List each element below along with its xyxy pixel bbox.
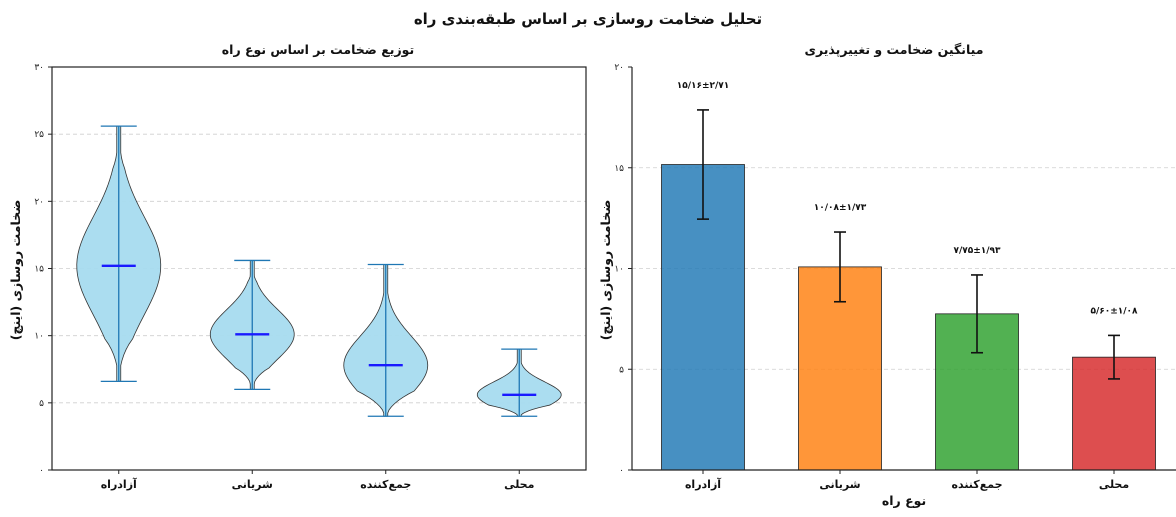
violin-y-tick-label: ۲۵	[34, 130, 44, 140]
violin-x-tick-label: جمع‌کننده	[360, 478, 411, 491]
violin-y-tick-label: ۵	[39, 399, 44, 409]
bar-y-tick-label: ۲۰	[614, 63, 624, 73]
bar-y-tick-label: ۵	[619, 365, 624, 375]
violin-y-tick-label: ۱۰	[34, 332, 44, 342]
violin-y-ticks: ۰ ۵ ۱۰ ۱۵ ۲۰ ۲۵ ۳۰	[34, 63, 52, 476]
violin-y-tick-label: ۰	[39, 466, 44, 476]
bar-value-label: ۷/۷۵±۱/۹۳	[953, 246, 1001, 256]
bar-chart-title: میانگین ضخامت و تغییرپذیری	[805, 42, 984, 57]
violin-y-tick-label: ۱۵	[34, 265, 44, 275]
violin-x-tick-label: آزادراه	[101, 477, 137, 491]
bar-y-tick-label: ۱۰	[614, 265, 624, 275]
violin-x-tick-label: شریانی	[232, 478, 273, 491]
bar-y-axis-label: ضخامت روسازی (اینچ)	[598, 200, 613, 341]
bar-value-label: ۵/۶۰±۱/۰۸	[1090, 306, 1138, 316]
bar-x-tick-label: آزادراه	[685, 477, 721, 491]
bar-x-tick-label: جمع‌کننده	[951, 478, 1002, 491]
violin-plot-frame	[51, 66, 587, 471]
bar-y-tick-label: ۰	[619, 466, 624, 476]
violin-x-ticks: آزادراه شریانی جمع‌کننده محلی	[101, 470, 534, 491]
bar-x-tick-label: شریانی	[819, 478, 860, 491]
violin-x-tick-label: محلی	[504, 478, 534, 491]
violin-chart-title: توزیع ضخامت بر اساس نوع راه	[222, 42, 414, 57]
bar-value-label: ۱۰/۰۸±۱/۷۳	[814, 203, 867, 213]
bar-x-axis-label: نوع راه	[882, 493, 926, 508]
bar-marks: ۱۵/۱۶±۲/۷۱ ۱۰/۰۸±۱/۷۳ ۷/۷۵±۱/۹۳ ۵/۶۰±۱/۰۸	[661, 81, 1156, 471]
bar-y-ticks: ۰ ۵ ۱۰ ۱۵ ۲۰	[614, 63, 632, 476]
bar-value-label: ۱۵/۱۶±۲/۷۱	[677, 81, 730, 91]
violin-y-axis-label: ضخامت روسازی (اینچ)	[8, 200, 23, 341]
bar-x-ticks: آزادراه شریانی جمع‌کننده محلی	[685, 470, 1129, 491]
violin-y-tick-label: ۲۰	[34, 197, 44, 207]
violin-chart: توزیع ضخامت بر اساس نوع راه ضخامت روسازی…	[8, 42, 587, 491]
bar-y-tick-label: ۱۵	[614, 164, 624, 174]
violin-marks	[76, 125, 562, 417]
figure-title: تحلیل ضخامت روسازی بر اساس طبقه‌بندی راه	[414, 10, 762, 28]
violin-y-tick-label: ۳۰	[34, 63, 44, 73]
bar-x-tick-label: محلی	[1099, 478, 1129, 491]
bar-chart: میانگین ضخامت و تغییرپذیری ضخامت روسازی …	[598, 42, 1176, 508]
